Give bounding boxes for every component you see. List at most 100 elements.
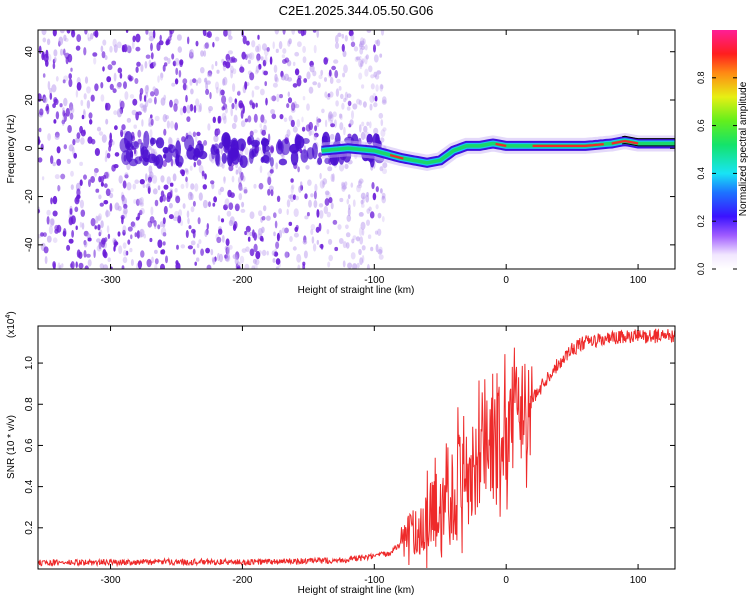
spectrogram-point xyxy=(172,60,177,67)
spectrogram-point xyxy=(239,255,245,264)
colorbar-ticks: 0.0 0.2 0.4 0.6 0.8 xyxy=(696,72,737,275)
spectrogram-point xyxy=(359,63,363,70)
spectrogram-point xyxy=(254,85,260,90)
spectrogram-point xyxy=(202,199,208,209)
spectrogram-point xyxy=(162,160,167,167)
spectrogram-point xyxy=(122,242,127,249)
spectrogram-point xyxy=(87,37,92,42)
spectrogram-point xyxy=(263,205,267,212)
spectrogram-point xyxy=(108,145,112,152)
spectrogram-point xyxy=(86,86,91,94)
spectrogram-point xyxy=(334,42,340,49)
spectrogram-point xyxy=(106,225,110,234)
spectrogram-point xyxy=(245,246,250,252)
spectrogram-point xyxy=(261,249,267,256)
spectrogram-point xyxy=(380,119,384,127)
spectrogram-point xyxy=(330,123,335,128)
spectrogram-point xyxy=(76,188,81,197)
spectrogram-point xyxy=(132,98,138,106)
spectrogram-point xyxy=(177,46,182,53)
spectrogram-point xyxy=(210,180,215,185)
spectrogram-point xyxy=(341,185,347,190)
spectrogram-point xyxy=(148,117,152,126)
spectrogram-point xyxy=(341,182,346,192)
spectrogram-xtick-label: -100 xyxy=(364,275,384,286)
spectrogram-point xyxy=(350,252,356,260)
spectrogram-point xyxy=(192,78,197,84)
spectrogram-point xyxy=(81,114,85,120)
spectrogram-band-blob xyxy=(221,132,231,148)
spectrogram-band-blob xyxy=(125,143,134,151)
spectrogram-point xyxy=(88,112,93,119)
spectrogram-point xyxy=(134,78,139,84)
spectrogram-point xyxy=(290,119,295,128)
spectrogram-point xyxy=(69,112,74,120)
snr-scale-label: (x104) xyxy=(5,311,17,338)
spectrogram-point xyxy=(173,103,178,112)
spectrogram-point xyxy=(75,89,79,98)
spectrogram-point xyxy=(377,228,382,236)
spectrogram-point xyxy=(38,127,42,133)
spectrogram-point xyxy=(67,53,73,63)
spectrogram-point xyxy=(382,168,387,175)
spectrogram-point xyxy=(347,262,353,269)
spectrogram-point xyxy=(79,199,84,209)
spectrogram-point xyxy=(126,44,130,53)
snr-panel: -300 -200 -100 0 100 0.2 0.4 0.6 0.8 1.0 Height o… xyxy=(5,311,676,596)
spectrogram-band-blob xyxy=(199,143,204,151)
spectrogram-point xyxy=(93,249,96,258)
spectrogram-point xyxy=(83,250,87,258)
spectrogram-point xyxy=(61,263,64,268)
spectrogram-point xyxy=(243,186,248,195)
ridge-edge xyxy=(622,135,675,140)
spectrogram-point xyxy=(47,80,51,90)
spectrogram-point xyxy=(286,199,291,208)
spectrogram-point xyxy=(172,216,178,221)
spectrogram-point xyxy=(286,208,289,216)
spectrogram-point xyxy=(360,221,366,230)
spectrogram-point xyxy=(371,182,375,190)
ridge-core xyxy=(495,142,507,147)
spectrogram-point xyxy=(70,170,74,177)
spectrogram-band-blob xyxy=(175,155,184,167)
spectrogram-band-blob xyxy=(231,148,240,165)
spectrogram-point xyxy=(244,81,248,90)
ridge-core xyxy=(532,143,604,147)
spectrogram-point xyxy=(291,184,295,190)
spectrogram-point xyxy=(224,198,230,207)
spectrogram-point xyxy=(160,190,165,198)
spectrogram-point xyxy=(199,103,202,112)
spectrogram-point xyxy=(211,183,215,189)
spectrogram-point xyxy=(66,158,71,164)
spectrogram-point xyxy=(287,40,291,47)
spectrogram-point xyxy=(369,103,373,111)
spectrogram-point xyxy=(294,195,299,201)
spectrogram-point xyxy=(378,112,384,119)
spectrogram-point xyxy=(276,93,280,103)
spectrogram-point xyxy=(274,77,279,83)
spectrogram-point xyxy=(150,52,154,60)
spectrogram-point xyxy=(132,35,136,43)
spectrogram-point xyxy=(379,83,384,92)
spectrogram-point xyxy=(119,72,123,79)
spectrogram-point xyxy=(275,48,279,54)
spectrogram-point xyxy=(219,87,222,97)
spectrogram-band-blob xyxy=(269,157,274,167)
spectrogram-point xyxy=(113,245,116,252)
spectrogram-point xyxy=(100,220,104,229)
spectrogram-point xyxy=(206,80,211,85)
spectrogram-point xyxy=(203,50,207,57)
spectrogram-point xyxy=(345,232,351,238)
spectrogram-point xyxy=(196,131,201,137)
spectrogram-point xyxy=(375,84,379,92)
spectrogram-point xyxy=(72,138,76,146)
spectrogram-point xyxy=(159,34,162,42)
spectrogram-point xyxy=(154,199,159,207)
spectrogram-point xyxy=(249,248,255,257)
spectrogram-point xyxy=(102,264,109,269)
spectrogram-point xyxy=(356,56,360,61)
spectrogram-point xyxy=(361,203,365,208)
spectrogram-point xyxy=(251,90,255,98)
spectrogram-point xyxy=(327,112,332,121)
spectrogram-point xyxy=(358,227,363,237)
